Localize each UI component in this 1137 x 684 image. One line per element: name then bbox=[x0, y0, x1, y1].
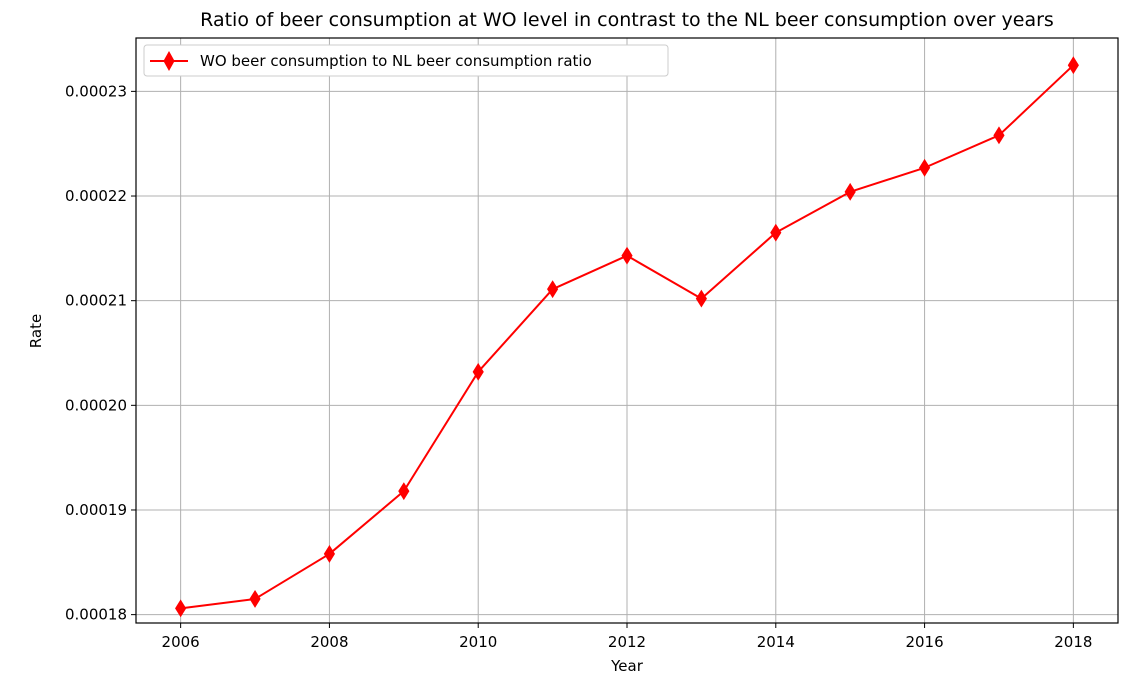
legend: WO beer consumption to NL beer consumpti… bbox=[143, 44, 669, 77]
data-point bbox=[323, 544, 336, 563]
y-tick-label: 0.00023 bbox=[65, 82, 127, 100]
legend-box bbox=[143, 44, 669, 77]
data-point bbox=[547, 280, 559, 299]
data-point bbox=[993, 126, 1005, 145]
chart-title: Ratio of beer consumption at WO level in… bbox=[200, 9, 1054, 31]
data-point bbox=[398, 482, 410, 501]
data-point bbox=[918, 158, 931, 177]
x-tick-label: 2008 bbox=[310, 633, 348, 651]
y-tick-label: 0.00022 bbox=[65, 187, 127, 205]
data-point bbox=[621, 246, 633, 265]
x-tick-label: 2012 bbox=[608, 633, 646, 651]
plot-frame bbox=[135, 37, 1119, 624]
y-tick-label: 0.00020 bbox=[65, 396, 127, 414]
y-tick-label: 0.00021 bbox=[65, 292, 127, 310]
series-layer bbox=[175, 56, 1079, 618]
data-point bbox=[844, 182, 856, 201]
x-tick-label: 2014 bbox=[757, 633, 795, 651]
x-tick-label: 2010 bbox=[459, 633, 497, 651]
data-point bbox=[1067, 56, 1079, 75]
legend-label: WO beer consumption to NL beer consumpti… bbox=[200, 52, 592, 70]
data-point bbox=[695, 289, 707, 308]
data-point bbox=[770, 223, 782, 242]
x-tick-label: 2018 bbox=[1054, 633, 1092, 651]
y-axis-label: Rate bbox=[27, 314, 45, 348]
data-point bbox=[175, 599, 187, 618]
data-point bbox=[472, 362, 484, 381]
x-axis-label: Year bbox=[610, 657, 644, 675]
y-tick-label: 0.00019 bbox=[65, 501, 127, 519]
data-point bbox=[249, 589, 261, 608]
x-axis-ticks: 2006 2008 2010 2012 2014 2016 2018 bbox=[162, 623, 1092, 651]
grid bbox=[136, 38, 1118, 623]
legend-marker bbox=[163, 50, 175, 72]
x-tick-label: 2016 bbox=[905, 633, 943, 651]
y-tick-label: 0.00018 bbox=[65, 606, 127, 624]
y-axis-ticks: 0.00018 0.00019 0.00020 0.00021 0.00022 0.000… bbox=[65, 82, 136, 624]
x-tick-label: 2006 bbox=[162, 633, 200, 651]
